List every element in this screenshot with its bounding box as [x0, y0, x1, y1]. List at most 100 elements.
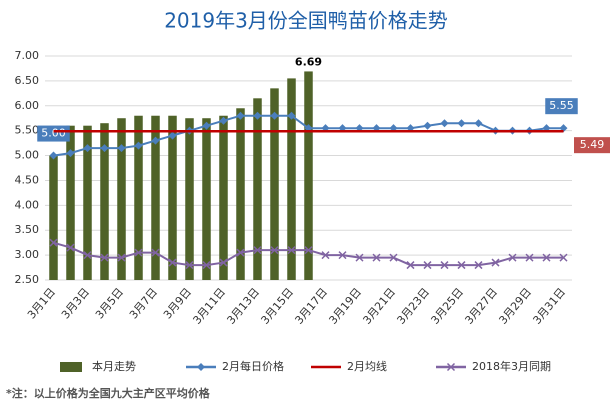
- data-label: 5.55: [549, 99, 574, 112]
- data-label: 5.49: [580, 138, 605, 151]
- x-tick-label: 3月7日: [127, 286, 160, 322]
- legend-marker: [197, 363, 205, 371]
- bar: [202, 118, 211, 280]
- marker: [474, 119, 483, 128]
- y-tick-label: 2.50: [15, 273, 40, 286]
- bar: [49, 155, 58, 280]
- bar: [83, 125, 92, 280]
- marker: [117, 253, 126, 262]
- data-label: 5.00: [41, 127, 66, 140]
- bar: [151, 115, 160, 280]
- x-tick-label: 3月5日: [93, 286, 126, 322]
- legend-marker: [446, 362, 456, 372]
- y-tick-label: 6.50: [15, 74, 40, 87]
- y-tick-label: 6.00: [15, 99, 40, 112]
- marker: [423, 121, 432, 130]
- marker: [270, 246, 279, 255]
- x-tick-label: 3月11日: [190, 286, 228, 327]
- marker: [355, 253, 364, 262]
- marker: [270, 111, 279, 120]
- marker: [406, 261, 415, 270]
- bar: [134, 115, 143, 280]
- marker: [117, 144, 126, 153]
- bar: [100, 123, 109, 280]
- marker: [66, 149, 75, 158]
- marker: [338, 251, 347, 260]
- bar: [219, 115, 228, 280]
- marker: [457, 119, 466, 128]
- marker: [457, 261, 466, 270]
- legend-label: 2月每日价格: [222, 359, 284, 373]
- bar: [304, 71, 313, 280]
- bar: [253, 98, 262, 280]
- bar: [236, 108, 245, 281]
- legend-label: 2月均线: [347, 359, 387, 373]
- y-tick-label: 5.50: [15, 124, 40, 137]
- marker: [202, 261, 211, 270]
- x-tick-label: 3月31日: [530, 286, 568, 327]
- marker: [525, 253, 534, 262]
- marker: [559, 253, 568, 262]
- x-tick-label: 3月23日: [394, 286, 432, 327]
- marker: [440, 119, 449, 128]
- marker: [389, 253, 398, 262]
- marker: [185, 261, 194, 270]
- bar: [117, 118, 126, 280]
- marker: [253, 246, 262, 255]
- marker: [134, 141, 143, 150]
- x-tick-label: 3月3日: [59, 286, 92, 322]
- marker: [49, 238, 58, 247]
- marker: [236, 111, 245, 120]
- marker: [219, 258, 228, 267]
- data-label-box: [574, 137, 610, 154]
- bar: [185, 118, 194, 280]
- marker: [253, 111, 262, 120]
- x-tick-label: 3月29日: [496, 286, 534, 327]
- marker: [287, 111, 296, 120]
- marker: [168, 131, 177, 140]
- legend-label: 本月走势: [92, 359, 136, 373]
- marker: [168, 258, 177, 267]
- marker: [474, 261, 483, 270]
- y-tick-label: 4.50: [15, 173, 40, 186]
- marker: [202, 121, 211, 130]
- y-tick-label: 3.50: [15, 223, 40, 236]
- y-tick-label: 5.00: [15, 149, 40, 162]
- x-tick-label: 3月13日: [224, 286, 262, 327]
- marker: [83, 144, 92, 153]
- bar: [168, 115, 177, 280]
- data-label-box: [37, 125, 70, 142]
- marker: [440, 261, 449, 270]
- marker: [542, 253, 551, 262]
- marker: [134, 248, 143, 257]
- x-tick-label: 3月9日: [161, 286, 194, 322]
- data-label-box: [545, 98, 578, 115]
- marker: [287, 246, 296, 255]
- y-tick-label: 3.00: [15, 248, 40, 261]
- marker: [100, 144, 109, 153]
- marker: [372, 253, 381, 262]
- marker: [491, 258, 500, 267]
- marker: [151, 248, 160, 257]
- marker: [100, 253, 109, 262]
- footnote: *注：以上价格为全国九大主产区平均价格: [6, 386, 211, 400]
- data-label: 6.69: [295, 55, 322, 68]
- legend-swatch: [60, 362, 82, 372]
- x-tick-label: 3月15日: [258, 286, 296, 327]
- x-tick-label: 3月21日: [360, 286, 398, 327]
- marker: [151, 136, 160, 145]
- x-tick-label: 3月27日: [462, 286, 500, 327]
- bar: [287, 78, 296, 281]
- x-tick-label: 3月17日: [292, 286, 330, 327]
- marker: [236, 248, 245, 257]
- chart-title: 2019年3月份全国鸭苗价格走势: [164, 9, 448, 33]
- marker: [49, 151, 58, 160]
- marker: [508, 253, 517, 262]
- y-tick-label: 4.00: [15, 198, 40, 211]
- marker: [423, 261, 432, 270]
- marker: [83, 251, 92, 260]
- y-tick-label: 7.00: [15, 49, 40, 62]
- bar: [66, 125, 75, 280]
- legend-label: 2018年3月同期: [472, 359, 551, 373]
